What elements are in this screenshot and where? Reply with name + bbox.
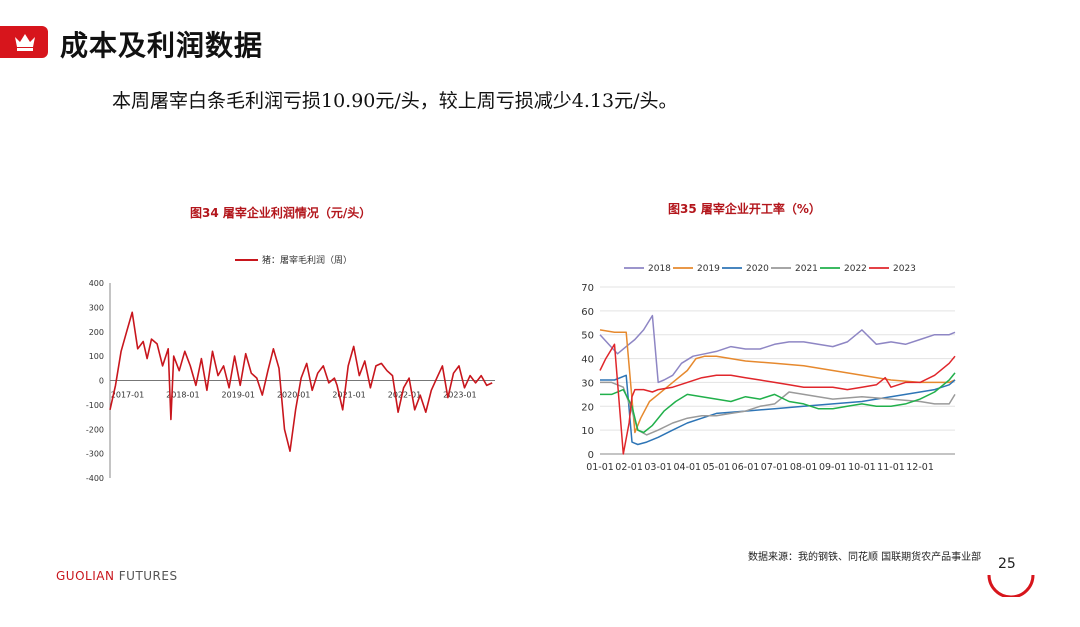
y-tick-label-2: -200 xyxy=(86,425,104,434)
x-tick-label-6: 2023-01 xyxy=(443,391,476,400)
data-source: 数据来源：我的钢铁、同花顺 国联期货农产品事业部 xyxy=(748,552,982,563)
chart-34-profit: 猪：屠宰毛利润（周） -400 -300 -200 -100 0 100 200 300 400 2… xyxy=(86,254,495,483)
x-tick-label-5: 06-01 xyxy=(732,462,760,473)
y-tick-label-4: 0 xyxy=(99,377,104,386)
chart-34-title: 图34 屠宰企业利润情况（元/头） xyxy=(190,206,372,220)
series-line-2023 xyxy=(599,343,956,455)
legend-label-profit: 猪：屠宰毛利润（周） xyxy=(262,254,352,266)
series-line-2022 xyxy=(600,372,956,434)
series-line-profit xyxy=(109,311,493,452)
page-number: 25 xyxy=(998,556,1016,572)
y-tick-label-2: 20 xyxy=(581,402,594,413)
x-tick-label-10: 11-01 xyxy=(877,462,905,473)
legend-label-2022: 2022 xyxy=(844,264,867,274)
x-tick-label-11: 12-01 xyxy=(906,462,934,473)
y-tick-label-7: 300 xyxy=(89,303,104,312)
y-tick-label-7: 70 xyxy=(581,283,594,294)
company-logo: GUOLIAN FUTURES xyxy=(56,569,178,583)
summary-text: 本周屠宰白条毛利润亏损10.90元/头，较上周亏损减少4.13元/头。 xyxy=(112,90,678,112)
y-tick-label-1: 10 xyxy=(581,426,594,437)
y-tick-label-1: -300 xyxy=(86,450,104,459)
page-badge-arc xyxy=(987,574,1035,597)
x-tick-label-1: 2018-01 xyxy=(166,391,199,400)
x-tick-label-2: 03-01 xyxy=(644,462,672,473)
x-tick-label-9: 10-01 xyxy=(848,462,876,473)
legend-label-2018: 2018 xyxy=(648,264,671,274)
x-tick-label-3: 2020-01 xyxy=(277,391,310,400)
chart-35-title: 图35 屠宰企业开工率（%） xyxy=(668,202,821,216)
y-tick-label-3: 30 xyxy=(581,378,594,389)
logo-guolian: GUOLIAN xyxy=(56,569,115,583)
crown-icon xyxy=(15,34,35,51)
y-tick-label-0: -400 xyxy=(86,474,104,483)
y-tick-label-0: 0 xyxy=(588,450,594,461)
x-tick-label-5: 2022-01 xyxy=(388,391,421,400)
x-tick-label-6: 07-01 xyxy=(761,462,789,473)
x-tick-label-8: 09-01 xyxy=(819,462,847,473)
y-tick-label-4: 40 xyxy=(581,355,594,366)
series-line-2018 xyxy=(599,314,956,384)
title-accent-bar xyxy=(0,26,48,58)
chart-35-operating-rate: 0 10 20 30 40 50 60 70 01-01 02-01 03-01 04-01 05-01… xyxy=(581,264,956,473)
x-tick-label-4: 2021-01 xyxy=(332,391,365,400)
y-tick-label-5: 50 xyxy=(581,331,594,342)
x-tick-label-0: 2017-01 xyxy=(111,391,144,400)
x-tick-label-1: 02-01 xyxy=(615,462,643,473)
y-tick-label-3: -100 xyxy=(86,401,104,410)
x-tick-label-4: 05-01 xyxy=(703,462,731,473)
series-line-2020 xyxy=(600,374,956,446)
legend-label-2023: 2023 xyxy=(893,264,916,274)
y-tick-label-5: 100 xyxy=(89,352,104,361)
x-tick-label-2: 2019-01 xyxy=(222,391,255,400)
legend-label-2019: 2019 xyxy=(697,264,720,274)
x-tick-label-3: 04-01 xyxy=(673,462,701,473)
x-tick-label-0: 01-01 xyxy=(586,462,614,473)
y-tick-label-8: 400 xyxy=(89,279,104,288)
legend-label-2021: 2021 xyxy=(795,264,818,274)
x-tick-label-7: 08-01 xyxy=(790,462,818,473)
y-tick-label-6: 200 xyxy=(89,328,104,337)
page-title: 成本及利润数据 xyxy=(60,29,264,62)
series-line-2019 xyxy=(599,329,956,434)
logo-futures: FUTURES xyxy=(114,569,178,583)
legend-label-2020: 2020 xyxy=(746,264,769,274)
y-tick-label-6: 60 xyxy=(581,307,594,318)
